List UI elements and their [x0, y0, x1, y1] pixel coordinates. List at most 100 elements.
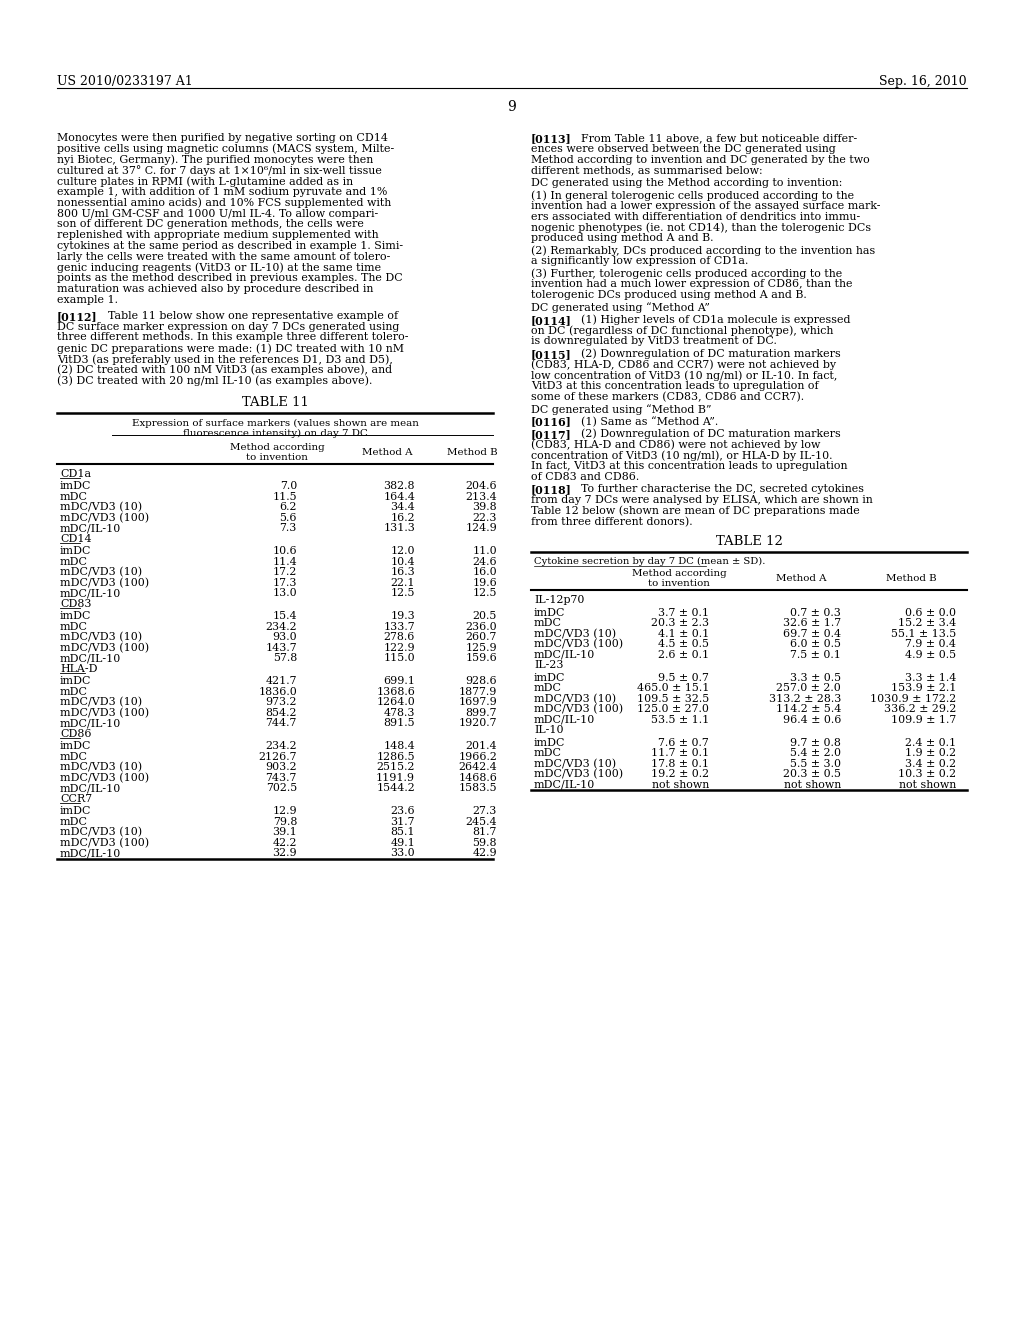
Text: 85.1: 85.1 — [390, 828, 415, 837]
Text: 1544.2: 1544.2 — [376, 783, 415, 793]
Text: 39.8: 39.8 — [472, 503, 497, 512]
Text: 11.5: 11.5 — [272, 492, 297, 502]
Text: 4.9 ± 0.5: 4.9 ± 0.5 — [905, 649, 956, 660]
Text: 59.8: 59.8 — [472, 838, 497, 847]
Text: mDC/VD3 (100): mDC/VD3 (100) — [534, 770, 624, 779]
Text: three different methods. In this example three different tolero-: three different methods. In this example… — [57, 333, 409, 342]
Text: 9: 9 — [508, 100, 516, 114]
Text: concentration of VitD3 (10 ng/ml), or HLA-D by IL-10.: concentration of VitD3 (10 ng/ml), or HL… — [531, 450, 833, 461]
Text: 7.9 ± 0.4: 7.9 ± 0.4 — [905, 639, 956, 649]
Text: (3) DC treated with 20 ng/ml IL-10 (as examples above).: (3) DC treated with 20 ng/ml IL-10 (as e… — [57, 376, 373, 387]
Text: 1264.0: 1264.0 — [376, 697, 415, 708]
Text: imDC: imDC — [60, 676, 91, 686]
Text: 744.7: 744.7 — [265, 718, 297, 729]
Text: replenished with appropriate medium supplemented with: replenished with appropriate medium supp… — [57, 230, 379, 240]
Text: 32.6 ± 1.7: 32.6 ± 1.7 — [783, 618, 841, 628]
Text: Table 11 below show one representative example of: Table 11 below show one representative e… — [94, 310, 398, 321]
Text: imDC: imDC — [60, 807, 91, 816]
Text: 49.1: 49.1 — [390, 838, 415, 847]
Text: 421.7: 421.7 — [265, 676, 297, 686]
Text: mDC: mDC — [534, 682, 562, 693]
Text: 12.5: 12.5 — [472, 589, 497, 598]
Text: 16.0: 16.0 — [472, 568, 497, 577]
Text: mDC: mDC — [534, 618, 562, 628]
Text: 1368.6: 1368.6 — [376, 686, 415, 697]
Text: imDC: imDC — [60, 546, 91, 557]
Text: [0118]: [0118] — [531, 484, 571, 495]
Text: cultured at 37° C. for 7 days at 1×10⁶/ml in six-well tissue: cultured at 37° C. for 7 days at 1×10⁶/m… — [57, 165, 382, 177]
Text: CCR7: CCR7 — [60, 793, 92, 804]
Text: 164.4: 164.4 — [383, 492, 415, 502]
Text: mDC/VD3 (10): mDC/VD3 (10) — [60, 763, 142, 772]
Text: mDC/VD3 (100): mDC/VD3 (100) — [534, 704, 624, 714]
Text: Cytokine secretion by day 7 DC (mean ± SD).: Cytokine secretion by day 7 DC (mean ± S… — [534, 557, 765, 566]
Text: 159.6: 159.6 — [465, 653, 497, 664]
Text: 3.4 ± 0.2: 3.4 ± 0.2 — [905, 759, 956, 768]
Text: [0114]: [0114] — [531, 314, 571, 326]
Text: 204.6: 204.6 — [465, 482, 497, 491]
Text: US 2010/0233197 A1: US 2010/0233197 A1 — [57, 75, 193, 88]
Text: (1) In general tolerogenic cells produced according to the: (1) In general tolerogenic cells produce… — [531, 190, 854, 201]
Text: Method B: Method B — [446, 447, 498, 457]
Text: 27.3: 27.3 — [473, 807, 497, 816]
Text: In fact, VitD3 at this concentration leads to upregulation: In fact, VitD3 at this concentration lea… — [531, 461, 848, 471]
Text: positive cells using magnetic columns (MACS system, Milte-: positive cells using magnetic columns (M… — [57, 144, 394, 154]
Text: 2.4 ± 0.1: 2.4 ± 0.1 — [905, 738, 956, 747]
Text: example 1.: example 1. — [57, 294, 118, 305]
Text: (3) Further, tolerogenic cells produced according to the: (3) Further, tolerogenic cells produced … — [531, 268, 843, 279]
Text: mDC/VD3 (10): mDC/VD3 (10) — [534, 628, 616, 639]
Text: 973.2: 973.2 — [265, 697, 297, 708]
Text: imDC: imDC — [534, 672, 565, 682]
Text: 124.9: 124.9 — [465, 524, 497, 533]
Text: example 1, with addition of 1 mM sodium pyruvate and 1%: example 1, with addition of 1 mM sodium … — [57, 187, 387, 197]
Text: not shown: not shown — [651, 780, 709, 789]
Text: IL-23: IL-23 — [534, 660, 563, 671]
Text: mDC/IL-10: mDC/IL-10 — [60, 849, 121, 858]
Text: 245.4: 245.4 — [465, 817, 497, 826]
Text: [0117]: [0117] — [531, 429, 571, 440]
Text: 6.2: 6.2 — [280, 503, 297, 512]
Text: 143.7: 143.7 — [265, 643, 297, 653]
Text: 39.1: 39.1 — [272, 828, 297, 837]
Text: 3.3 ± 1.4: 3.3 ± 1.4 — [904, 672, 956, 682]
Text: (2) Remarkably, DCs produced according to the invention has: (2) Remarkably, DCs produced according t… — [531, 246, 876, 256]
Text: 32.9: 32.9 — [272, 849, 297, 858]
Text: 257.0 ± 2.0: 257.0 ± 2.0 — [776, 682, 841, 693]
Text: 24.6: 24.6 — [472, 557, 497, 566]
Text: Method according to invention and DC generated by the two: Method according to invention and DC gen… — [531, 154, 869, 165]
Text: 15.2 ± 3.4: 15.2 ± 3.4 — [898, 618, 956, 628]
Text: DC generated using “Method A”: DC generated using “Method A” — [531, 302, 710, 313]
Text: maturation was achieved also by procedure described in: maturation was achieved also by procedur… — [57, 284, 374, 294]
Text: TABLE 11: TABLE 11 — [242, 396, 308, 409]
Text: 9.7 ± 0.8: 9.7 ± 0.8 — [791, 738, 841, 747]
Text: HLA-D: HLA-D — [60, 664, 97, 675]
Text: 53.5 ± 1.1: 53.5 ± 1.1 — [650, 714, 709, 725]
Text: (2) DC treated with 100 nM VitD3 (as examples above), and: (2) DC treated with 100 nM VitD3 (as exa… — [57, 364, 392, 375]
Text: 31.7: 31.7 — [390, 817, 415, 826]
Text: 11.7 ± 0.1: 11.7 ± 0.1 — [651, 748, 709, 758]
Text: 7.6 ± 0.7: 7.6 ± 0.7 — [658, 738, 709, 747]
Text: 9.5 ± 0.7: 9.5 ± 0.7 — [658, 672, 709, 682]
Text: ences were observed between the DC generated using: ences were observed between the DC gener… — [531, 144, 836, 154]
Text: Table 12 below (shown are mean of DC preparations made: Table 12 below (shown are mean of DC pre… — [531, 506, 860, 516]
Text: mDC: mDC — [60, 622, 88, 632]
Text: mDC: mDC — [60, 557, 88, 566]
Text: imDC: imDC — [534, 607, 565, 618]
Text: nogenic phenotypes (ie. not CD14), than the tolerogenic DCs: nogenic phenotypes (ie. not CD14), than … — [531, 222, 871, 232]
Text: fluorescence intensity) on day 7 DC: fluorescence intensity) on day 7 DC — [182, 429, 368, 438]
Text: 109.9 ± 1.7: 109.9 ± 1.7 — [891, 714, 956, 725]
Text: mDC/VD3 (100): mDC/VD3 (100) — [60, 708, 150, 718]
Text: 131.3: 131.3 — [383, 524, 415, 533]
Text: Method A: Method A — [361, 447, 413, 457]
Text: 16.2: 16.2 — [390, 513, 415, 523]
Text: mDC: mDC — [60, 686, 88, 697]
Text: imDC: imDC — [60, 611, 91, 622]
Text: (2) Downregulation of DC maturation markers: (2) Downregulation of DC maturation mark… — [567, 429, 841, 440]
Text: (CD83, HLA-D and CD86) were not achieved by low: (CD83, HLA-D and CD86) were not achieved… — [531, 440, 820, 450]
Text: points as the method described in previous examples. The DC: points as the method described in previo… — [57, 273, 402, 284]
Text: 260.7: 260.7 — [466, 632, 497, 643]
Text: imDC: imDC — [60, 482, 91, 491]
Text: Method A: Method A — [776, 574, 826, 583]
Text: from day 7 DCs were analysed by ELISA, which are shown in: from day 7 DCs were analysed by ELISA, w… — [531, 495, 872, 506]
Text: To further characterise the DC, secreted cytokines: To further characterise the DC, secreted… — [567, 484, 864, 494]
